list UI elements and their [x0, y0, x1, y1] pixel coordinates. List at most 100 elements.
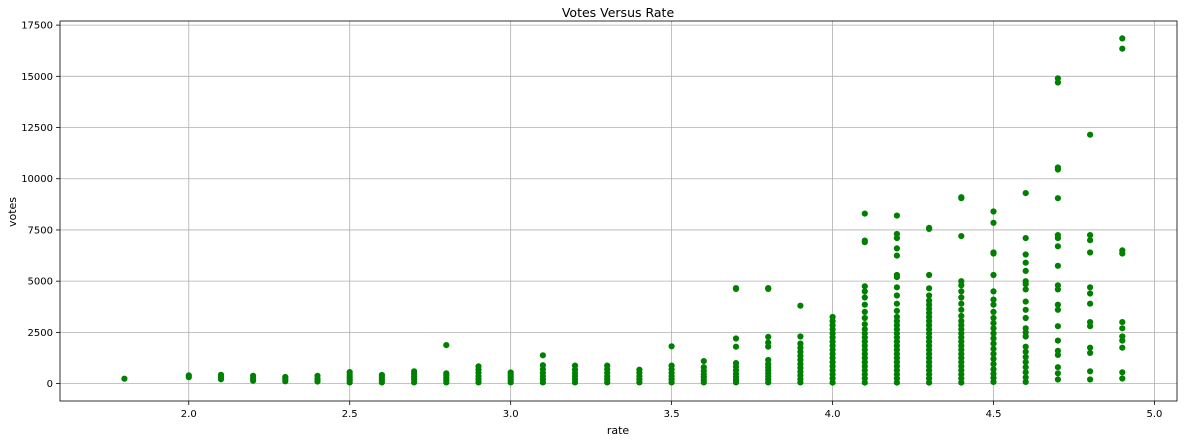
data-point [893, 252, 901, 259]
data-point [1022, 190, 1029, 197]
x-tick-label: 3.5 [664, 409, 680, 420]
data-point [1087, 131, 1094, 138]
data-point [1087, 344, 1094, 351]
data-point [1087, 284, 1094, 291]
data-point [861, 237, 868, 244]
data-point [990, 249, 997, 256]
data-point [378, 371, 385, 379]
data-point [1022, 278, 1029, 285]
x-axis-label: rate [607, 424, 630, 437]
data-point [1087, 232, 1094, 239]
y-tick-label: 17500 [21, 21, 53, 32]
data-point [958, 278, 965, 285]
data-point [636, 366, 643, 373]
data-point [1119, 325, 1126, 332]
data-point [1054, 243, 1061, 250]
data-point [1054, 364, 1061, 371]
data-point [443, 342, 450, 349]
data-point [1054, 301, 1061, 308]
data-point [1054, 232, 1061, 239]
data-point [765, 285, 772, 292]
data-point [1119, 45, 1126, 52]
data-point [185, 372, 192, 379]
data-point [539, 352, 547, 359]
data-point [958, 194, 965, 201]
x-tick-label: 4.5 [986, 409, 1002, 420]
data-point [829, 313, 836, 321]
data-point [765, 356, 772, 364]
data-point [797, 340, 804, 347]
data-point [1022, 306, 1029, 313]
data-point [539, 362, 547, 369]
plot-frame [59, 20, 1178, 402]
data-point [1087, 237, 1094, 244]
data-point [1022, 267, 1029, 274]
data-point [346, 369, 353, 376]
data-point [1022, 314, 1029, 322]
data-point [1054, 306, 1061, 313]
data-point [1119, 319, 1126, 326]
data-point [1054, 75, 1061, 82]
points-layer [121, 35, 1126, 386]
data-point [1022, 374, 1029, 381]
data-point [1022, 343, 1029, 350]
data-point [893, 292, 901, 299]
data-point [250, 372, 257, 379]
axes-layer: 2.0 2.5 3.0 3.5 4.0 4.5 5.0 0 2500 5000 7500 10000 1… [21, 20, 1178, 420]
data-point [282, 373, 289, 381]
data-point [990, 370, 997, 377]
data-point [604, 362, 611, 369]
data-point [732, 285, 740, 292]
data-point [1054, 164, 1061, 171]
data-point [1022, 235, 1029, 242]
data-point [990, 219, 997, 226]
data-point [1054, 195, 1061, 202]
data-point [121, 375, 128, 382]
x-tick-label: 2.5 [342, 409, 358, 420]
data-point [958, 288, 965, 295]
data-point [1087, 376, 1094, 383]
data-point [1119, 35, 1126, 42]
data-point [314, 372, 321, 379]
data-point [1054, 282, 1061, 289]
data-point [958, 233, 965, 240]
data-point [893, 271, 901, 279]
x-tick-label: 4.0 [825, 409, 841, 420]
data-point [1022, 298, 1029, 305]
data-point [990, 345, 997, 352]
x-tick-label: 5.0 [1147, 409, 1163, 420]
data-point [1022, 325, 1029, 332]
data-point [732, 343, 740, 350]
data-point [861, 314, 868, 322]
data-point [990, 350, 997, 357]
data-point [443, 370, 450, 377]
data-point [765, 333, 772, 340]
data-point [893, 300, 901, 307]
data-point [1022, 359, 1029, 366]
data-point [1022, 259, 1029, 266]
y-tick-label: 7500 [28, 225, 53, 236]
data-point [700, 358, 707, 365]
data-point [990, 208, 997, 215]
chart-title: Votes Versus Rate [562, 5, 675, 20]
y-tick-label: 0 [47, 379, 53, 390]
data-point [1022, 251, 1029, 258]
data-point [926, 297, 933, 304]
data-point [990, 320, 997, 327]
data-point [797, 333, 804, 340]
y-tick-label: 2500 [28, 328, 53, 339]
data-point [1022, 353, 1029, 361]
x-tick-label: 3.0 [503, 409, 519, 420]
data-point [668, 362, 675, 369]
data-point [926, 285, 933, 292]
data-point [893, 313, 901, 321]
data-point [861, 288, 868, 295]
data-point [861, 301, 868, 308]
data-point [990, 335, 997, 342]
data-point [411, 368, 418, 375]
data-point [475, 363, 482, 370]
data-point [926, 271, 933, 279]
data-point [1054, 323, 1061, 330]
data-point [861, 308, 868, 315]
data-point [958, 306, 965, 313]
